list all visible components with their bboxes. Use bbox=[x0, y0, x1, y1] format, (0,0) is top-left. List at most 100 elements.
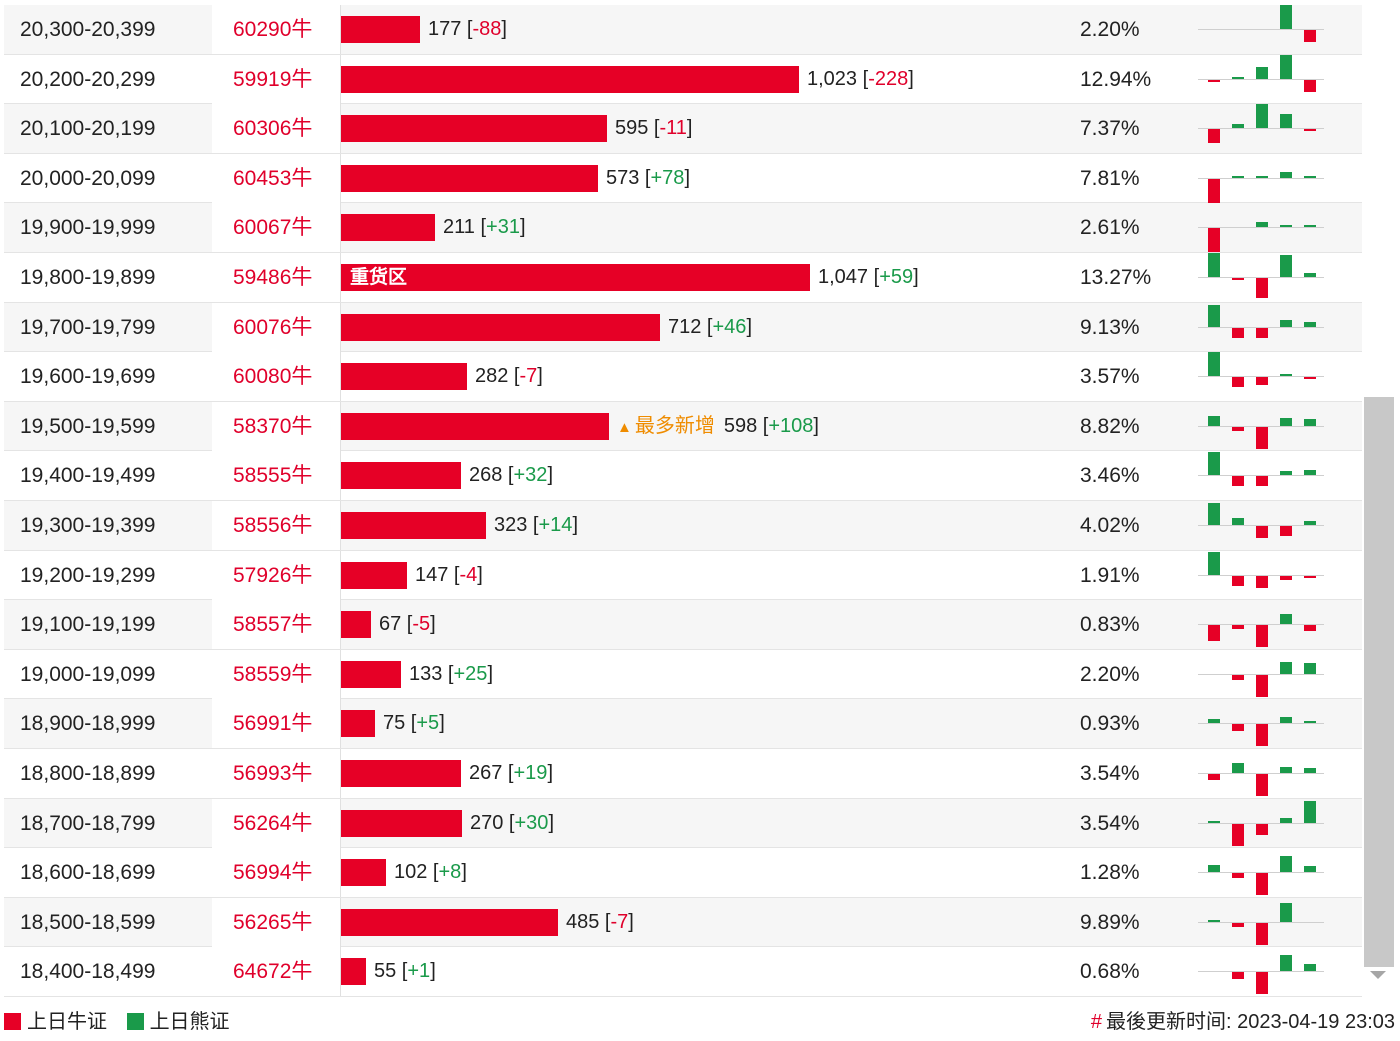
table-row[interactable]: 19,700-19,799 60076牛 712 [+46] 9.13% bbox=[4, 302, 1362, 353]
scroll-down-arrow-icon[interactable] bbox=[1370, 971, 1386, 979]
table-row[interactable]: 18,600-18,699 56994牛 102 [+8] 1.28% bbox=[4, 848, 1362, 898]
quantity-value: ▲ 最多新增 598 [+108] bbox=[617, 414, 819, 437]
bear-change-bar bbox=[1304, 767, 1316, 773]
cbbc-code-link[interactable]: 60067牛 bbox=[233, 216, 313, 240]
table-row[interactable]: 19,300-19,399 58556牛 323 [+14] 4.02% bbox=[4, 500, 1362, 551]
table-row[interactable]: 19,900-19,999 60067牛 211 [+31] 2.61% bbox=[4, 203, 1362, 253]
cbbc-code-link[interactable]: 60290牛 bbox=[233, 18, 313, 41]
bear-change-bar bbox=[1280, 374, 1292, 377]
cbbc-code-link[interactable]: 57926牛 bbox=[233, 563, 313, 587]
bull-change-bar bbox=[1232, 922, 1244, 927]
percent-share: 7.81% bbox=[1080, 166, 1140, 190]
table-row[interactable]: 18,900-18,999 56991牛 75 [+5] 0.93% bbox=[4, 699, 1362, 749]
cbbc-code-link[interactable]: 58370牛 bbox=[233, 414, 313, 438]
quantity-change: +78 bbox=[650, 166, 685, 189]
table-row[interactable]: 19,200-19,299 57926牛 147 [-4] 1.91% bbox=[4, 550, 1362, 601]
cbbc-code-link[interactable]: 59486牛 bbox=[233, 265, 313, 289]
code-cell bbox=[212, 451, 340, 501]
bear-change-bar bbox=[1280, 417, 1292, 426]
table-row[interactable]: 19,000-19,099 58559牛 133 [+25] 2.20% bbox=[4, 649, 1362, 700]
last-update: # 最後更新时间: 2023-04-19 23:03 bbox=[1091, 1009, 1395, 1035]
cbbc-code-link[interactable]: 60080牛 bbox=[233, 365, 313, 389]
cbbc-code-link[interactable]: 60076牛 bbox=[233, 315, 313, 339]
cbbc-code-link[interactable]: 59919牛 bbox=[233, 67, 313, 91]
quantity-change: -11 bbox=[659, 117, 687, 140]
table-row[interactable]: 18,700-18,799 56264牛 270 [+30] 3.54% bbox=[4, 798, 1362, 849]
code-cell bbox=[212, 302, 340, 352]
price-range: 18,700-18,799 bbox=[20, 811, 156, 835]
code-cell bbox=[212, 699, 340, 749]
bull-change-bar bbox=[1208, 773, 1220, 780]
cbbc-code-link[interactable]: 60306牛 bbox=[233, 117, 313, 141]
cbbc-code-link[interactable]: 58557牛 bbox=[233, 613, 313, 637]
cbbc-code-link[interactable]: 56994牛 bbox=[233, 861, 313, 885]
price-range: 19,400-19,499 bbox=[20, 464, 156, 488]
bull-change-bar bbox=[1208, 178, 1220, 203]
quantity-change: -5 bbox=[412, 613, 431, 636]
column-divider bbox=[340, 897, 341, 947]
cbbc-code-link[interactable]: 56264牛 bbox=[233, 811, 313, 835]
legend-bear-label: 上日熊证 bbox=[149, 1011, 230, 1033]
sparkline-baseline bbox=[1198, 524, 1324, 526]
code-cell bbox=[212, 104, 340, 154]
hash-icon: # bbox=[1090, 1011, 1102, 1033]
quantity-change: -7 bbox=[610, 910, 629, 933]
bear-change-bar bbox=[1280, 717, 1292, 724]
table-row[interactable]: 20,300-20,399 60290牛 177 [-88] 2.20% bbox=[4, 5, 1362, 55]
table-row[interactable]: 18,400-18,499 64672牛 55 [+1] 0.68% bbox=[4, 947, 1362, 997]
cbbc-code-link[interactable]: 58555牛 bbox=[233, 464, 313, 488]
quantity-bar bbox=[341, 908, 558, 936]
bull-swatch-icon bbox=[4, 1013, 21, 1030]
quantity-bar bbox=[341, 511, 486, 539]
cbbc-code-link[interactable]: 58559牛 bbox=[233, 662, 313, 686]
bull-change-bar bbox=[1256, 922, 1268, 945]
quantity-bar bbox=[341, 65, 799, 93]
quantity: 595 bbox=[615, 117, 649, 140]
table-row[interactable]: 18,500-18,599 56265牛 485 [-7] 9.89% bbox=[4, 897, 1362, 948]
column-divider bbox=[340, 104, 341, 154]
quantity-bar bbox=[341, 412, 609, 440]
table-row[interactable]: 19,600-19,699 60080牛 282 [-7] 3.57% bbox=[4, 352, 1362, 402]
trend-sparkline bbox=[1196, 154, 1326, 203]
table-row[interactable]: 19,100-19,199 58557牛 67 [-5] 0.83% bbox=[4, 600, 1362, 650]
bull-change-bar bbox=[1256, 525, 1268, 538]
cbbc-code-link[interactable]: 60453牛 bbox=[233, 166, 313, 190]
cbbc-code-link[interactable]: 56265牛 bbox=[233, 910, 313, 934]
price-range: 20,300-20,399 bbox=[20, 18, 156, 41]
quantity-value: 133 [+25] bbox=[409, 662, 493, 685]
table-row[interactable]: 19,500-19,599 58370牛 ▲ 最多新增 598 [+108] 8.82% bbox=[4, 401, 1362, 452]
scrollbar-thumb[interactable] bbox=[1364, 397, 1394, 967]
quantity: 102 bbox=[394, 861, 428, 884]
quantity: 268 bbox=[469, 464, 503, 487]
table-row[interactable]: 20,000-20,099 60453牛 573 [+78] 7.81% bbox=[4, 153, 1362, 204]
table-row[interactable]: 20,200-20,299 59919牛 1,023 [-228] 12.94% bbox=[4, 54, 1362, 105]
trend-sparkline bbox=[1196, 203, 1326, 253]
cbbc-code-link[interactable]: 64672牛 bbox=[233, 960, 313, 984]
table-row[interactable]: 18,800-18,899 56993牛 267 [+19] 3.54% bbox=[4, 748, 1362, 799]
sparkline-baseline bbox=[1198, 673, 1324, 675]
bear-change-bar bbox=[1280, 254, 1292, 277]
cbbc-code-link[interactable]: 56991牛 bbox=[233, 712, 313, 736]
quantity: 267 bbox=[469, 761, 503, 784]
cbbc-code-link[interactable]: 58556牛 bbox=[233, 513, 313, 537]
quantity-change: -4 bbox=[459, 563, 478, 586]
heavy-zone-label: 重货区 bbox=[350, 266, 408, 288]
price-range: 18,600-18,699 bbox=[20, 861, 156, 885]
bear-change-bar bbox=[1232, 76, 1244, 79]
column-divider bbox=[340, 54, 341, 104]
percent-share: 0.68% bbox=[1080, 960, 1140, 984]
quantity-bar bbox=[341, 958, 366, 986]
quantity: 598 bbox=[723, 414, 758, 437]
column-divider bbox=[340, 699, 341, 749]
cbbc-code-link[interactable]: 56993牛 bbox=[233, 761, 313, 785]
table-row[interactable]: 19,800-19,899 59486牛 重货区 1,047 [+59] 13.27% bbox=[4, 252, 1362, 303]
legend-bull: 上日牛证 bbox=[4, 1011, 107, 1033]
bull-change-bar bbox=[1232, 426, 1244, 431]
trend-sparkline bbox=[1196, 749, 1326, 798]
bull-change-bar bbox=[1256, 575, 1268, 588]
bull-change-bar bbox=[1256, 377, 1268, 386]
price-range: 19,100-19,199 bbox=[20, 613, 156, 637]
table-row[interactable]: 19,400-19,499 58555牛 268 [+32] 3.46% bbox=[4, 451, 1362, 501]
table-row[interactable]: 20,100-20,199 60306牛 595 [-11] 7.37% bbox=[4, 104, 1362, 154]
quantity-value: 177 [-88] bbox=[428, 18, 507, 40]
